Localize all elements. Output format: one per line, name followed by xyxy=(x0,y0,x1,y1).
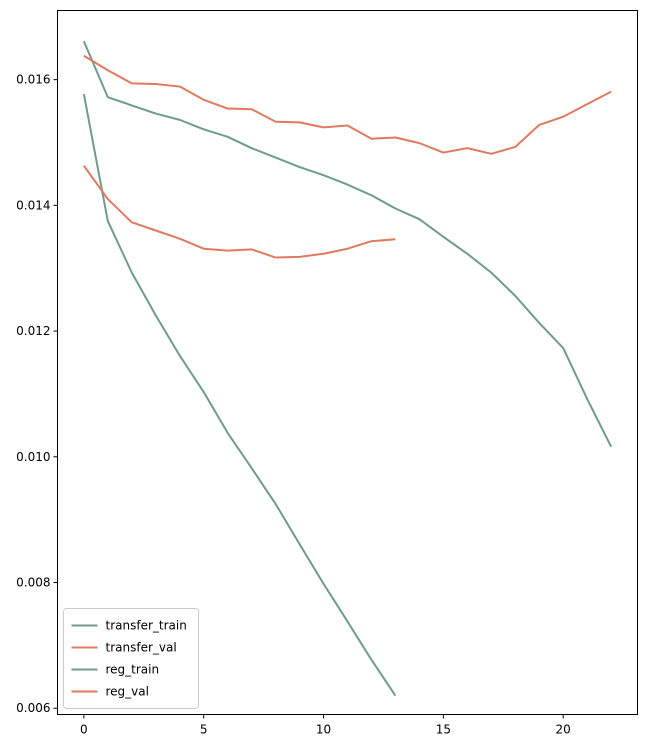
legend-label: transfer_train xyxy=(106,619,187,633)
series-line-reg_val xyxy=(83,165,396,259)
legend-label: reg_val xyxy=(106,685,149,699)
y-tick-label: 0.010 xyxy=(16,450,50,464)
legend-label: reg_train xyxy=(106,663,160,677)
y-tick-label: 0.006 xyxy=(16,701,50,715)
legend-label: transfer_val xyxy=(106,641,177,655)
y-tick-label: 0.008 xyxy=(16,576,50,590)
y-tick-label: 0.016 xyxy=(16,73,50,87)
y-tick-label: 0.014 xyxy=(16,198,50,212)
x-tick-label: 10 xyxy=(316,723,331,737)
y-tick-label: 0.012 xyxy=(16,324,50,338)
x-tick-label: 5 xyxy=(200,723,208,737)
series-line-transfer_train xyxy=(82,40,613,448)
legend-box xyxy=(63,608,199,709)
x-tick-label: 0 xyxy=(80,723,88,737)
x-tick-label: 15 xyxy=(436,723,451,737)
x-axis: 0 5 10 15 20 xyxy=(80,714,571,737)
x-tick-label: 20 xyxy=(556,723,571,737)
y-axis: 0.006 0.008 0.010 0.012 0.014 0.016 xyxy=(16,73,58,715)
legend: transfer_train transfer_val reg_train reg_v… xyxy=(63,608,199,709)
series-layer xyxy=(82,40,613,697)
series-line-reg_train xyxy=(82,93,397,697)
series-line-transfer_val xyxy=(83,54,612,155)
plot-area-frame xyxy=(57,10,638,715)
